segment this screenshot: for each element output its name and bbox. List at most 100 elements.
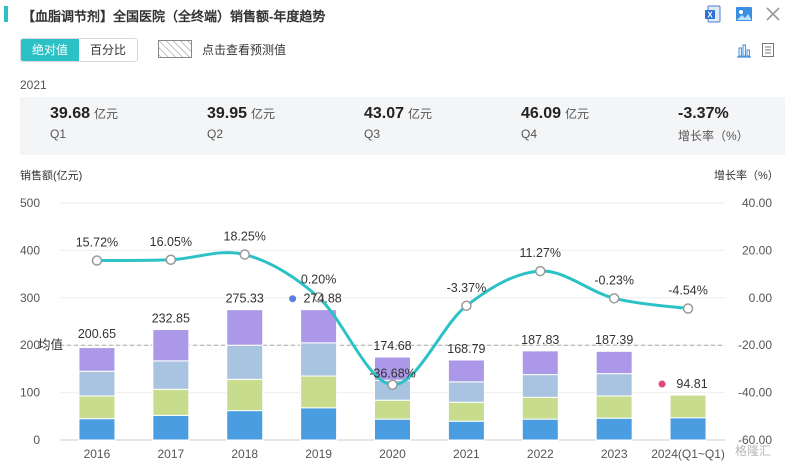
summary-q4: 46.09 亿元 Q4 (521, 105, 589, 141)
bar-segment (447, 381, 485, 403)
summary-q2: 39.95 亿元 Q2 (207, 105, 275, 141)
x-tick-label: 2021 (453, 447, 480, 461)
summary-growth: -3.37% 增长率（%） (678, 105, 749, 144)
bar-segment (152, 414, 190, 441)
growth-label: 0.20% (301, 272, 336, 286)
watermark-text: 格隆汇 (735, 443, 771, 458)
growth-point (165, 254, 177, 266)
x-tick-label: 2023 (601, 447, 628, 461)
title-accent-bar (4, 6, 8, 22)
bar-segment (226, 309, 264, 346)
y-tick-label: 100 (20, 386, 40, 400)
growth-point (387, 379, 398, 390)
total-marker (289, 295, 297, 303)
y2-tick-label: -60.00 (738, 433, 772, 447)
y2-tick-label: 40.00 (742, 196, 772, 210)
excel-export-icon[interactable]: X (704, 5, 722, 23)
total-label: 187.39 (595, 333, 633, 347)
bar-segment (78, 395, 116, 420)
bar-segment (521, 350, 559, 376)
growth-point (239, 249, 250, 260)
total-label: 94.81 (676, 377, 707, 391)
percentage-tab[interactable]: 百分比 (79, 39, 137, 61)
growth-label: -36.68% (369, 367, 416, 381)
y2-tick-label: -40.00 (738, 386, 772, 400)
y2-axis-title: 增长率（%） (714, 170, 779, 182)
forecast-toggle[interactable]: 点击查看预测值 (158, 40, 286, 58)
growth-label: 15.72% (76, 236, 118, 250)
mean-label: 均值 (38, 337, 63, 352)
summary-label: Q1 (50, 127, 67, 141)
growth-point (535, 265, 546, 277)
total-label: 200.65 (78, 327, 116, 341)
growth-label: -4.54% (668, 284, 708, 298)
y-tick-label: 500 (20, 196, 40, 210)
x-tick-label: 2018 (231, 447, 258, 461)
forecast-hatch-swatch (158, 40, 192, 58)
image-export-icon[interactable] (735, 5, 753, 23)
bar-segment (521, 396, 559, 420)
x-tick-label: 2017 (157, 447, 184, 461)
bar-segment (521, 374, 559, 398)
y2-tick-label: 20.00 (742, 243, 772, 257)
window-header: 【血脂调节剂】全国医院（全终端）销售额-年度趋势 X (0, 0, 790, 30)
summary-year: 2021 (20, 78, 47, 92)
growth-label: -3.37% (447, 281, 487, 295)
growth-label: 18.25% (224, 230, 266, 244)
growth-point (313, 292, 324, 303)
summary-unit: 亿元 (408, 107, 433, 121)
summary-unit: 亿元 (565, 107, 590, 121)
growth-point (608, 293, 620, 304)
bar-segment (78, 347, 116, 372)
bar-segment (226, 410, 264, 441)
bar-segment (78, 418, 116, 441)
summary-panel: 39.68 亿元 Q1 39.95 亿元 Q2 43.07 亿元 Q3 46.09 亿元… (20, 97, 785, 155)
summary-value: 46.09 (521, 105, 562, 122)
bar-segment (447, 420, 485, 441)
summary-value: 39.95 (207, 105, 248, 122)
table-icon[interactable] (760, 42, 776, 58)
summary-label: 增长率（%） (678, 129, 749, 143)
summary-value: 43.07 (364, 105, 405, 122)
growth-point (91, 255, 103, 266)
bar-segment (226, 344, 264, 380)
growth-point (682, 303, 694, 314)
bar-segment (595, 350, 633, 375)
growth-label: 11.27% (520, 246, 561, 260)
bar-segment (226, 378, 264, 412)
bar-segment (78, 370, 116, 397)
absolute-value-tab[interactable]: 绝对值 (21, 39, 79, 61)
y-tick-label: 200 (20, 338, 40, 352)
forecast-label: 点击查看预测值 (202, 42, 287, 57)
bar-segment (300, 309, 338, 344)
bar-segment (300, 375, 338, 409)
y-tick-label: 400 (20, 243, 40, 257)
y-tick-label: 300 (20, 291, 40, 305)
x-tick-label: 2024(Q1~Q1) (651, 447, 725, 461)
y-tick-label: 0 (33, 433, 40, 447)
summary-unit: 亿元 (251, 107, 276, 121)
growth-label: -0.23% (594, 273, 634, 287)
total-label: 187.83 (521, 333, 559, 347)
bar-chart-icon[interactable] (736, 42, 752, 58)
total-label: 168.79 (447, 342, 485, 356)
summary-q3: 43.07 亿元 Q3 (364, 105, 432, 141)
total-label: 232.85 (152, 312, 190, 326)
page-title: 【血脂调节剂】全国医院（全终端）销售额-年度趋势 (22, 9, 326, 24)
bar-segment (374, 418, 411, 441)
bar-segment (374, 399, 411, 420)
x-tick-label: 2020 (379, 447, 406, 461)
y2-tick-label: -20.00 (738, 338, 772, 352)
bar-segment (300, 342, 338, 377)
summary-value: -3.37% (678, 105, 729, 122)
bar-segment (669, 417, 707, 441)
svg-text:X: X (707, 11, 713, 20)
x-tick-label: 2016 (84, 447, 111, 461)
bar-segment (595, 373, 633, 397)
total-label: 274.88 (303, 292, 341, 306)
close-icon[interactable] (764, 5, 782, 23)
summary-q1: 39.68 亿元 Q1 (50, 105, 118, 141)
x-tick-label: 2019 (305, 447, 332, 461)
bar-segment (595, 417, 633, 441)
